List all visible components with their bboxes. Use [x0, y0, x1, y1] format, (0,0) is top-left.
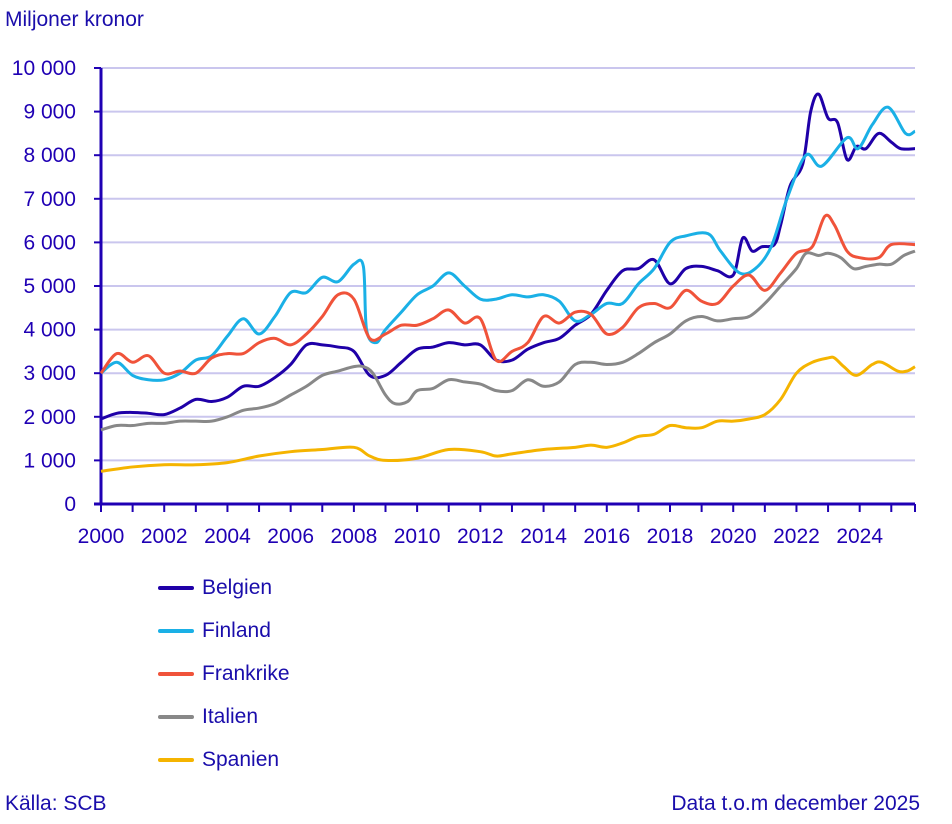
series-line-finland: [100, 105, 916, 382]
y-tick-label: 8 000: [23, 144, 76, 167]
y-tick-label: 4 000: [23, 319, 76, 342]
y-tick-label: 9 000: [23, 101, 76, 124]
x-tick-label: 2006: [267, 525, 314, 548]
x-tick-label: 2018: [647, 525, 694, 548]
series-line-italien: [100, 249, 916, 432]
y-tick-label: 5 000: [23, 275, 76, 298]
x-tick-label: 2014: [520, 525, 567, 548]
series-line-frankrike: [99, 213, 916, 376]
source-note: Källa: SCB: [5, 792, 107, 815]
y-tick-label: 7 000: [23, 188, 76, 211]
x-tick-label: 2000: [78, 525, 125, 548]
y-tick-label: 1 000: [23, 449, 76, 472]
data-note: Data t.o.m december 2025: [671, 792, 920, 815]
series-line-spanien: [100, 355, 916, 473]
legend-swatch: [158, 671, 194, 676]
y-tick-label: 3 000: [23, 362, 76, 385]
legend: Belgien Finland Frankrike Italien Spanie…: [158, 566, 290, 782]
legend-label: Spanien: [202, 748, 280, 772]
x-tick-label: 2004: [204, 525, 251, 548]
legend-swatch: [158, 758, 194, 763]
legend-item-italien: Italien: [158, 696, 290, 739]
x-tick-label: 2002: [141, 525, 188, 548]
series-line-belgien: [100, 92, 916, 421]
legend-item-belgien: Belgien: [158, 566, 290, 609]
legend-item-spanien: Spanien: [158, 739, 290, 782]
x-tick-label: 2010: [394, 525, 441, 548]
x-tick-label: 2022: [773, 525, 820, 548]
x-tick-label: 2008: [331, 525, 378, 548]
x-tick-label: 2016: [583, 525, 630, 548]
y-tick-label: 10 000: [12, 57, 76, 80]
legend-swatch: [158, 715, 194, 720]
y-tick-label: 2 000: [23, 406, 76, 429]
legend-label: Italien: [202, 705, 259, 729]
line-chart: 0 1 000 2 000 3 000 4 000 5 000 6 000 7 000 8 00…: [12, 57, 916, 548]
y-tick-label: 6 000: [23, 231, 76, 254]
legend-item-frankrike: Frankrike: [158, 652, 290, 695]
legend-label: Belgien: [202, 575, 273, 599]
x-tick-label: 2024: [836, 525, 883, 548]
y-tick-label: 0: [64, 493, 76, 516]
legend-swatch: [158, 628, 194, 633]
legend-label: Finland: [202, 618, 271, 642]
legend-label: Frankrike: [202, 661, 290, 685]
x-tick-label: 2012: [457, 525, 504, 548]
legend-item-finland: Finland: [158, 609, 290, 652]
legend-swatch: [158, 585, 194, 590]
y-axis-title: Miljoner kronor: [5, 8, 144, 31]
x-tick-label: 2020: [710, 525, 757, 548]
